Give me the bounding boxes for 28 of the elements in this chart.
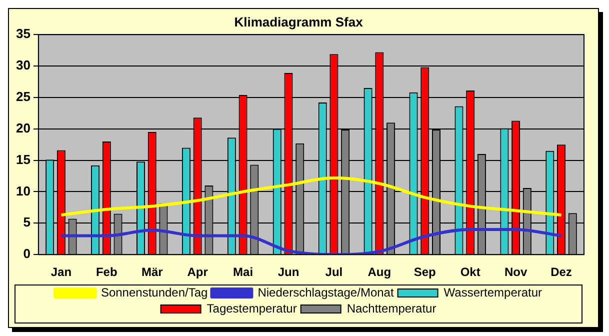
y-tick-label: 30	[16, 58, 30, 73]
x-tick-label: Feb	[96, 265, 118, 280]
legend-label: Sonnenstunden/Tag	[100, 285, 208, 300]
x-tick-label: Nov	[504, 265, 528, 280]
x-tick-label: Sep	[414, 265, 436, 280]
x-tick-label: Apr	[187, 265, 208, 280]
x-tick-label: Aug	[368, 265, 392, 280]
x-tick-label: Jun	[278, 265, 300, 280]
line-series	[60, 228, 563, 255]
legend-label: Niederschlagstage/Monat	[258, 285, 394, 300]
x-tick-label: Jul	[325, 265, 343, 280]
y-tick-label: 0	[23, 246, 30, 262]
x-tick-label: Jan	[50, 265, 72, 280]
legend-label: Wassertemperatur	[444, 285, 542, 300]
y-tick-label: 35	[16, 26, 30, 42]
line-series	[60, 176, 563, 216]
y-tick-label: 15	[16, 152, 30, 167]
legend-label: Tagestemperatur	[206, 301, 297, 316]
x-tick-label: Dez	[550, 265, 572, 280]
x-tick-label: Okt	[460, 265, 480, 280]
y-tick-label: 5	[23, 214, 30, 230]
x-tick-label: Mai	[233, 265, 254, 280]
y-tick-label: 25	[16, 89, 30, 104]
x-tick-label: Mär	[141, 265, 164, 280]
chart-title: Klimadiagramm Sfax	[234, 14, 364, 30]
legend-label: Nachttemperatur	[346, 301, 436, 316]
y-tick-label: 10	[16, 183, 30, 198]
y-tick-label: 20	[16, 120, 30, 136]
